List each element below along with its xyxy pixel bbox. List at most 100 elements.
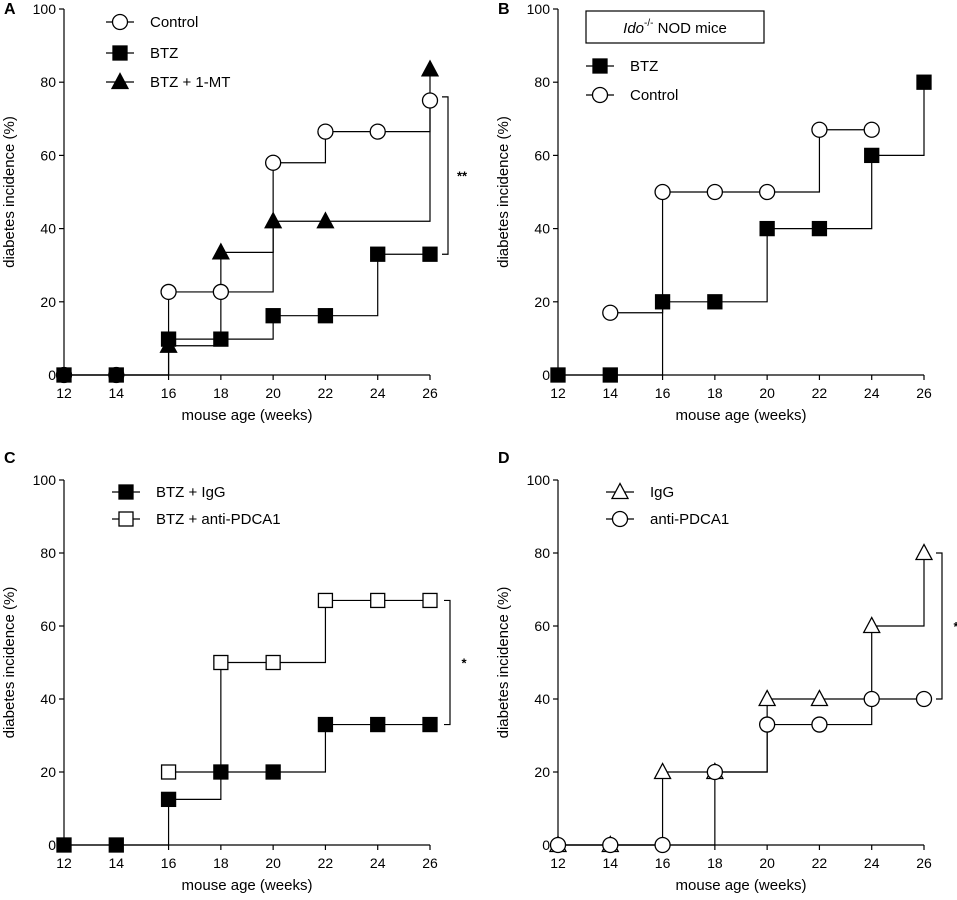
legend-label: Control [150,14,198,31]
x-tick-label: 14 [602,385,618,401]
data-point [213,331,229,347]
series-line-1 [610,129,872,314]
y-tick-label: 60 [534,147,550,163]
legend-label: BTZ + IgG [156,484,226,501]
x-tick-label: 22 [318,855,334,871]
data-point [108,837,124,853]
y-tick-label: 20 [534,294,550,310]
x-axis-title: mouse age (weeks) [676,877,807,894]
y-tick-label: 60 [40,618,56,634]
series-line-1 [558,698,924,846]
y-axis-title: diabetes incidence (%) [1,116,18,268]
y-tick-label: 0 [48,837,56,853]
data-point [265,764,281,780]
y-tick-label: 60 [40,147,56,163]
data-point [369,123,386,140]
legend-marker [118,511,134,527]
series-line-2 [168,69,431,347]
data-point [211,242,230,260]
panel-a: A 0 20 40 60 80 100 12 14 16 18 20 22 24 26 mouse age (… [1,1,468,424]
data-point [56,837,72,853]
x-tick-label: 14 [602,855,618,871]
data-point [160,283,177,301]
y-axis-title: diabetes incidence (%) [495,587,512,739]
x-tick-label: 24 [370,385,386,401]
data-point [213,764,229,780]
x-tick-label: 12 [56,855,72,871]
data-point [811,121,828,138]
data-point [422,716,438,733]
data-point [265,654,281,671]
x-tick-label: 26 [916,385,932,401]
data-point [159,335,178,353]
data-point [160,764,177,780]
data-point [811,716,828,733]
title-superscript: -/- [644,18,653,29]
legend-marker [611,510,629,528]
y-tick-label: 20 [40,764,56,780]
title-text: NOD mice [658,20,727,37]
data-point [370,246,386,262]
data-point [317,592,334,609]
x-tick-label: 16 [655,855,671,871]
data-point [212,283,230,301]
data-point [317,716,334,733]
panel-b: B 0 20 40 60 80 100 12 14 16 18 20 22 24 26 mouse age (… [495,1,932,424]
data-point [602,367,618,383]
legend-marker [592,58,608,74]
data-point [863,121,880,138]
series-line-1 [64,253,430,376]
panel-letter: A [4,1,16,18]
x-tick-label: 24 [864,855,880,871]
data-point [422,592,438,609]
x-tick-label: 16 [161,385,177,401]
significance-bracket [444,599,451,726]
data-point [654,183,671,201]
data-point [654,836,671,854]
data-point [811,220,828,237]
title-gene: Ido [623,20,644,37]
y-tick-label: 0 [542,367,550,383]
x-tick-label: 26 [422,385,438,401]
x-tick-label: 20 [759,855,775,871]
y-tick-label: 60 [534,618,550,634]
y-tick-label: 100 [527,472,551,488]
data-point [317,308,334,324]
series-line-0 [64,100,431,376]
data-point [264,154,282,171]
legend: BTZ Control [586,58,678,104]
legend-label: IgG [650,484,674,501]
y-tick-label: 80 [40,74,56,90]
panel-letter: D [498,450,510,467]
legend-marker [112,45,128,61]
panel-d: D 0 20 40 60 80 100 12 14 16 18 20 22 24 26 mouse age (… [495,450,957,894]
x-tick-label: 16 [161,855,177,871]
legend-marker [610,482,630,500]
data-point [864,147,880,164]
x-tick-label: 22 [812,855,828,871]
data-point [160,791,177,808]
y-tick-label: 40 [40,691,56,707]
x-tick-label: 26 [422,855,438,871]
data-point [916,74,932,90]
data-point [56,367,72,383]
data-point [602,304,619,321]
data-point [549,836,567,854]
x-tick-label: 18 [707,855,723,871]
x-axis-title: mouse age (weeks) [182,877,313,894]
data-point [602,836,619,854]
title-box [585,10,765,44]
series-line-1 [168,599,430,773]
x-tick-label: 12 [550,385,566,401]
legend-label: anti-PDCA1 [650,511,729,528]
significance-label: * [953,619,957,634]
data-point [370,592,386,609]
data-point [550,367,566,383]
y-tick-label: 40 [40,221,56,237]
data-point [758,716,776,733]
x-tick-label: 18 [707,385,723,401]
data-point [759,220,775,237]
data-point [706,763,724,781]
data-point [810,689,829,707]
data-point [316,211,335,229]
